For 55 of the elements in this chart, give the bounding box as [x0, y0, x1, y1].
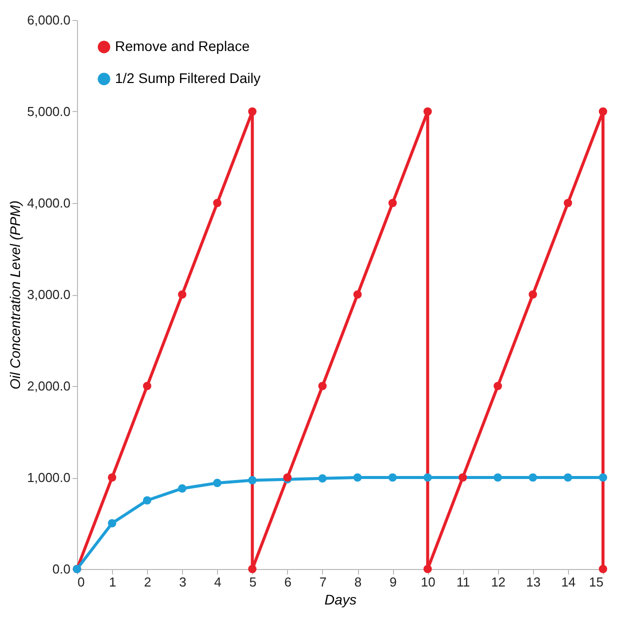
point — [423, 473, 432, 482]
point — [528, 290, 538, 299]
y-axis-title: Oil Concentration Level (PPM) — [7, 200, 24, 390]
x-tick-label: 6 — [284, 574, 292, 590]
point — [564, 198, 572, 208]
point — [318, 474, 327, 483]
x-tick-label: 11 — [456, 574, 470, 590]
point — [528, 473, 538, 482]
y-tick-label: 5,000.0 — [27, 104, 70, 119]
x-tick-label: 2 — [144, 574, 152, 590]
point — [353, 473, 362, 482]
x-tick-label: 15 — [589, 574, 604, 590]
point — [178, 484, 186, 493]
y-tick-label: 0.0 — [52, 562, 70, 576]
x-tick-label: 5 — [249, 574, 256, 590]
x-tick-label: 1 — [108, 574, 116, 590]
point — [423, 564, 432, 574]
point — [564, 473, 572, 482]
point — [388, 473, 397, 482]
x-tick-label: 14 — [561, 574, 576, 590]
x-tick-label: 7 — [319, 574, 327, 590]
point — [108, 473, 116, 482]
x-tick-label: 12 — [491, 574, 506, 590]
x-tick-label: 3 — [179, 574, 186, 590]
y-tick-label: 6,000.0 — [27, 12, 70, 28]
x-tick-label: 9 — [389, 574, 397, 590]
point — [353, 290, 362, 299]
y-tick-label: 2,000.0 — [27, 378, 70, 394]
point — [423, 107, 432, 116]
point — [248, 476, 257, 484]
point — [598, 107, 608, 116]
y-tick-label: 4,000.0 — [27, 196, 70, 210]
point — [142, 496, 152, 505]
point — [494, 473, 502, 482]
x-tick-label: 4 — [214, 574, 222, 590]
point — [598, 473, 608, 482]
point — [494, 382, 502, 390]
point — [248, 564, 257, 574]
point — [142, 382, 152, 390]
point — [388, 198, 397, 208]
x-tick-label: 0 — [78, 574, 85, 590]
legend-label: 1/2 Sump Filtered Daily — [115, 70, 261, 86]
point — [213, 478, 222, 488]
y-tick-label: 1,000.0 — [27, 470, 70, 485]
point — [178, 290, 186, 299]
x-tick-label: 10 — [420, 574, 436, 590]
x-tick-label: 8 — [354, 574, 362, 590]
legend-label: Remove and Replace — [115, 38, 250, 54]
point — [248, 107, 257, 116]
point — [318, 382, 327, 390]
x-axis-title: Days — [324, 592, 356, 608]
point — [108, 519, 116, 528]
y-tick-label: 3,000.0 — [27, 287, 70, 302]
point — [213, 198, 222, 208]
x-tick-label: 13 — [526, 574, 541, 590]
